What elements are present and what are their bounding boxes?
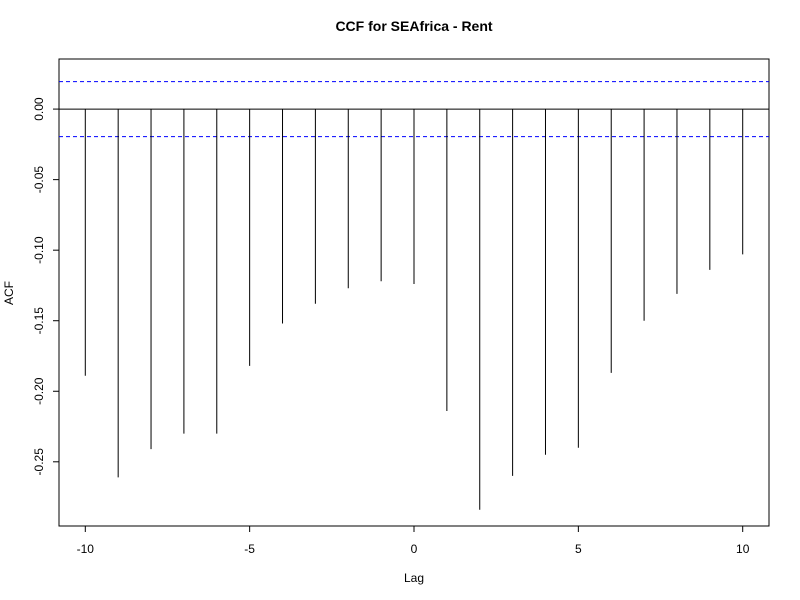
x-tick-label: 10: [736, 542, 750, 556]
x-tick-label: -10: [77, 542, 95, 556]
plot-area: [59, 81, 769, 510]
y-tick-label: -0.10: [32, 236, 46, 264]
x-tick-label: 5: [575, 542, 582, 556]
y-tick-label: -0.15: [32, 307, 46, 335]
x-axis-label: Lag: [404, 571, 424, 585]
y-tick-label: -0.20: [32, 377, 46, 405]
axes: -10 -5 0 5 10 0.00 -0.05 -0.10 -0.15 -0.20 -0.25: [32, 97, 750, 556]
y-tick-label: -0.05: [32, 166, 46, 194]
y-tick-label: -0.25: [32, 448, 46, 476]
y-tick-label: 0.00: [32, 97, 46, 121]
y-axis-label: ACF: [2, 281, 16, 305]
x-tick-label: -5: [244, 542, 255, 556]
chart-title: CCF for SEAfrica - Rent: [335, 18, 492, 34]
x-tick-label: 0: [411, 542, 418, 556]
